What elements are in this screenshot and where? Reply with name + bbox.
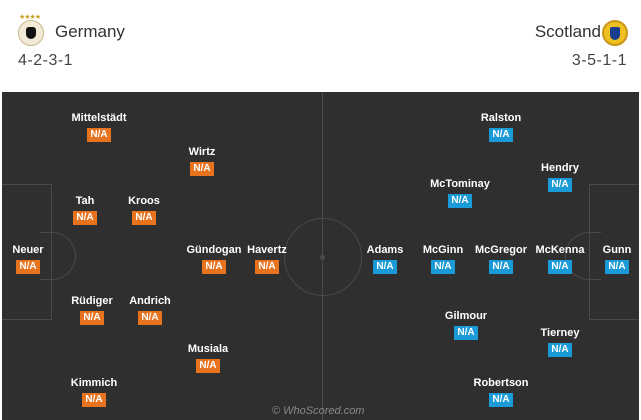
player-name: Rüdiger <box>71 295 113 307</box>
rating-badge: N/A <box>16 260 40 274</box>
player-andrich[interactable]: Andrich N/A <box>110 295 190 325</box>
stars-icon: ★★★★ <box>19 14 41 21</box>
player-name: Andrich <box>129 295 171 307</box>
home-formation: 4-2-3-1 <box>18 52 74 69</box>
player-name: Adams <box>366 244 404 256</box>
player-mittelstadt[interactable]: Mittelstädt N/A <box>59 112 139 142</box>
player-tierney[interactable]: Tierney N/A <box>520 327 600 357</box>
player-name: McTominay <box>430 178 490 190</box>
match-header: ★★★★ Germany 4-2-3-1 Scotland 3-5-1-1 <box>0 0 641 92</box>
rating-badge: N/A <box>489 128 513 142</box>
player-name: Gunn <box>602 244 632 256</box>
rating-badge: N/A <box>548 178 572 192</box>
rating-badge: N/A <box>80 311 104 325</box>
player-robertson[interactable]: Robertson N/A <box>461 377 541 407</box>
player-gunn[interactable]: Gunn N/A <box>577 244 639 274</box>
player-name: Neuer <box>12 244 44 256</box>
player-name: Tierney <box>540 327 580 339</box>
scotland-crest-icon <box>602 20 628 46</box>
player-ralston[interactable]: Ralston N/A <box>461 112 541 142</box>
player-musiala[interactable]: Musiala N/A <box>168 343 248 373</box>
player-havertz[interactable]: Havertz N/A <box>227 244 307 274</box>
player-hendry[interactable]: Hendry N/A <box>520 162 600 192</box>
away-formation: 3-5-1-1 <box>571 52 627 69</box>
player-kroos[interactable]: Kroos N/A <box>104 195 184 225</box>
player-name: Wirtz <box>188 146 216 158</box>
player-name: Havertz <box>247 244 287 256</box>
rating-badge: N/A <box>548 260 572 274</box>
player-name: McGinn <box>422 244 464 256</box>
player-mcginn[interactable]: McGinn N/A <box>403 244 483 274</box>
rating-badge: N/A <box>132 211 156 225</box>
player-kimmich[interactable]: Kimmich N/A <box>54 377 134 407</box>
rating-badge: N/A <box>489 393 513 407</box>
player-mctominay[interactable]: McTominay N/A <box>420 178 500 208</box>
player-name: Ralston <box>480 112 522 124</box>
player-name: Robertson <box>473 377 529 389</box>
player-name: Musiala <box>187 343 229 355</box>
center-circle <box>284 218 362 296</box>
rating-badge: N/A <box>82 393 106 407</box>
rating-badge: N/A <box>87 128 111 142</box>
player-name: McGregor <box>475 244 527 256</box>
player-neuer[interactable]: Neuer N/A <box>2 244 68 274</box>
player-mcgregor[interactable]: McGregor N/A <box>461 244 541 274</box>
player-wirtz[interactable]: Wirtz N/A <box>162 146 242 176</box>
rating-badge: N/A <box>73 211 97 225</box>
player-name: Hendry <box>541 162 579 174</box>
player-name: McKenna <box>535 244 585 256</box>
rating-badge: N/A <box>373 260 397 274</box>
player-name: Gilmour <box>444 310 488 322</box>
player-name: Mittelstädt <box>71 112 127 124</box>
rating-badge: N/A <box>605 260 629 274</box>
player-name: Kroos <box>128 195 160 207</box>
player-name: Gündogan <box>186 244 242 256</box>
rating-badge: N/A <box>431 260 455 274</box>
rating-badge: N/A <box>138 311 162 325</box>
player-name: Tah <box>75 195 95 207</box>
player-rudiger[interactable]: Rüdiger N/A <box>52 295 132 325</box>
watermark: © WhoScored.com <box>272 405 365 417</box>
player-gilmour[interactable]: Gilmour N/A <box>426 310 506 340</box>
player-adams[interactable]: Adams N/A <box>345 244 425 274</box>
rating-badge: N/A <box>448 194 472 208</box>
player-mckenna[interactable]: McKenna N/A <box>520 244 600 274</box>
home-team-name[interactable]: Germany <box>55 22 125 41</box>
rating-badge: N/A <box>196 359 220 373</box>
player-name: Kimmich <box>70 377 118 389</box>
rating-badge: N/A <box>255 260 279 274</box>
rating-badge: N/A <box>454 326 478 340</box>
germany-crest-icon <box>18 20 44 46</box>
pitch: Neuer N/A Mittelstädt N/A Tah N/A Rüdige… <box>2 92 639 420</box>
away-team-name[interactable]: Scotland <box>534 22 601 41</box>
center-spot <box>320 255 325 260</box>
rating-badge: N/A <box>548 343 572 357</box>
player-tah[interactable]: Tah N/A <box>45 195 125 225</box>
rating-badge: N/A <box>489 260 513 274</box>
rating-badge: N/A <box>202 260 226 274</box>
player-gundogan[interactable]: Gündogan N/A <box>174 244 254 274</box>
rating-badge: N/A <box>190 162 214 176</box>
